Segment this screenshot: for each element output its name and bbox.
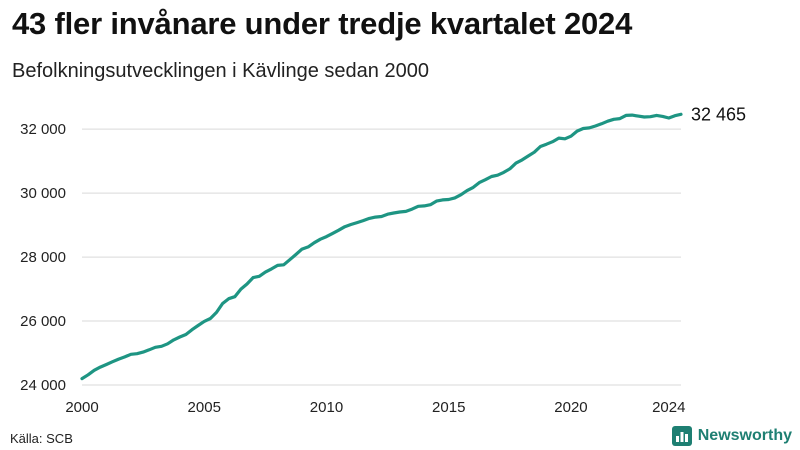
end-value-label: 32 465 bbox=[691, 104, 746, 124]
population-line bbox=[80, 112, 683, 381]
y-tick-label: 24 000 bbox=[20, 377, 66, 394]
chart-title: 43 fler invånare under tredje kvartalet … bbox=[12, 6, 633, 41]
chart-subtitle: Befolkningsutvecklingen i Kävlinge sedan… bbox=[12, 60, 429, 82]
y-tick-label: 26 000 bbox=[20, 313, 66, 330]
source-note: Källa: SCB bbox=[10, 431, 73, 446]
y-axis-ticks: 24 000 26 000 28 000 30 000 32 000 bbox=[20, 121, 66, 394]
x-tick-label: 2020 bbox=[554, 399, 587, 416]
x-axis-ticks: 2000 2005 2010 2015 2020 2024 bbox=[65, 399, 685, 416]
x-tick-label: 2005 bbox=[188, 399, 221, 416]
x-tick-label: 2010 bbox=[310, 399, 343, 416]
gridlines bbox=[82, 128, 681, 386]
x-tick-label: 2000 bbox=[65, 399, 98, 416]
x-tick-label: 2024 bbox=[652, 399, 685, 416]
y-tick-label: 28 000 bbox=[20, 249, 66, 266]
brand-name: Newsworthy bbox=[697, 427, 792, 444]
x-tick-label: 2015 bbox=[432, 399, 465, 416]
brand-logo: Newsworthy bbox=[671, 426, 792, 446]
bar-chart-icon bbox=[671, 426, 692, 446]
y-tick-label: 30 000 bbox=[20, 185, 66, 202]
y-tick-label: 32 000 bbox=[20, 121, 66, 138]
